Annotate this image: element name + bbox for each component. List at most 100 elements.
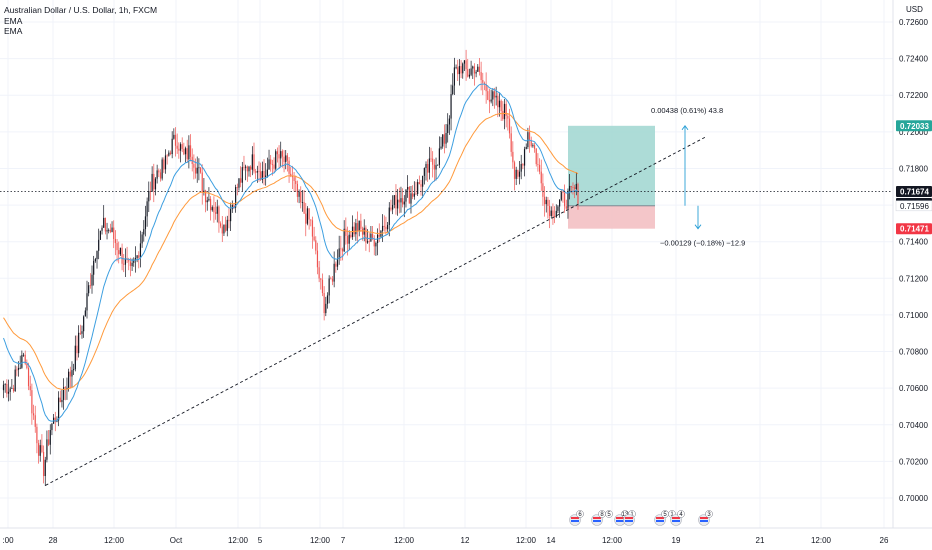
candle-body xyxy=(498,100,501,108)
candle-body xyxy=(475,71,477,74)
candle-body xyxy=(245,166,247,168)
price-tick-label: 0.71400 xyxy=(899,238,928,247)
candle-body xyxy=(341,249,344,252)
candle-body xyxy=(268,159,270,170)
candle-body xyxy=(223,224,225,234)
candle-body xyxy=(121,247,123,264)
candle-body xyxy=(139,243,142,258)
candle-body xyxy=(316,250,319,268)
candle-body xyxy=(280,151,282,159)
candle-body xyxy=(301,202,304,203)
candle-body xyxy=(505,103,507,116)
candle-body xyxy=(171,138,173,155)
candle-body xyxy=(343,228,345,252)
candle-body xyxy=(305,213,307,224)
candle-body xyxy=(109,229,111,232)
candle-body xyxy=(221,226,223,234)
event-flag-stripe xyxy=(625,517,633,519)
loss-zone[interactable] xyxy=(568,205,655,229)
candle-body xyxy=(88,285,90,294)
price-tick-label: 0.70200 xyxy=(899,457,928,466)
candle-body xyxy=(430,158,432,160)
candle-body xyxy=(375,242,377,247)
target-price-tag xyxy=(896,120,932,132)
time-axis[interactable]: :00 28 12:00 Oct 12:00 5 12:00 7 12:00 12 12:00 14 1… xyxy=(0,527,932,545)
candle-body xyxy=(472,66,474,69)
candle-body xyxy=(565,206,567,209)
candle-body xyxy=(395,195,397,209)
ema-indicator-2[interactable]: EMA xyxy=(4,26,23,36)
candle-body xyxy=(164,155,167,170)
candle-body xyxy=(108,229,110,231)
candle-body xyxy=(502,111,504,120)
candle-body xyxy=(527,132,529,148)
candle-body xyxy=(518,171,521,177)
candle-body xyxy=(276,151,278,155)
candle-body xyxy=(238,178,240,188)
candle-body xyxy=(68,371,70,388)
candle-body xyxy=(495,95,497,98)
profit-zone[interactable] xyxy=(568,125,655,206)
event-count-text: 4 xyxy=(679,512,683,518)
candle-body xyxy=(64,387,66,389)
candle-body xyxy=(387,224,389,230)
chart-grid xyxy=(0,0,893,528)
candle-body xyxy=(296,183,299,197)
event-flag-stripe xyxy=(625,520,633,522)
price-tick-label: 0.72400 xyxy=(899,55,928,64)
candle-body xyxy=(236,187,238,188)
candle-body xyxy=(26,363,28,369)
candle-body xyxy=(448,118,450,125)
ema-slow-line xyxy=(3,112,579,390)
time-tick-label: 12:00 xyxy=(516,536,537,545)
candle-body xyxy=(119,247,121,255)
candle-body xyxy=(263,171,265,178)
candle-body xyxy=(412,193,414,197)
candle-body xyxy=(435,165,437,170)
candle-body xyxy=(220,223,222,227)
candle-body xyxy=(423,167,425,176)
time-tick-label: 28 xyxy=(49,536,58,545)
candle-body xyxy=(61,399,63,403)
position-zones xyxy=(568,125,655,229)
candle-body xyxy=(418,182,420,185)
candle-body xyxy=(66,387,68,389)
candle-body xyxy=(256,171,258,173)
candle-body xyxy=(281,151,283,157)
candle-body xyxy=(388,207,390,225)
candle-body xyxy=(460,66,462,74)
candle-body xyxy=(493,91,496,98)
candle-body xyxy=(326,295,329,304)
candle-body xyxy=(133,260,135,263)
candle-body xyxy=(36,426,38,444)
candle-body xyxy=(106,230,108,232)
candle-body xyxy=(225,224,227,231)
candle-body xyxy=(194,167,197,174)
price-axis[interactable]: USD 0.70000 0.70200 0.70400 0.70600 0.70800 0.… xyxy=(892,0,932,528)
candle-body xyxy=(19,367,21,369)
event-count-badge xyxy=(677,510,685,518)
candle-body xyxy=(7,391,10,394)
ema-indicator-1[interactable]: EMA xyxy=(4,15,23,26)
candle-body xyxy=(437,164,439,166)
candle-body xyxy=(523,149,526,166)
candle-body xyxy=(428,158,430,173)
candle-body xyxy=(216,206,218,214)
event-count-text: 8 xyxy=(600,512,604,518)
candle-body xyxy=(63,387,65,400)
stop-price-tag xyxy=(896,223,932,235)
candle-body xyxy=(390,207,392,210)
candle-body xyxy=(258,171,260,172)
trendline[interactable] xyxy=(45,136,706,486)
candle-body xyxy=(114,239,116,243)
candle-body xyxy=(41,445,43,452)
candle-body xyxy=(298,191,300,197)
candle-body xyxy=(300,191,302,203)
candle-body xyxy=(313,236,315,241)
candle-body xyxy=(440,146,442,149)
candle-body xyxy=(447,124,449,133)
price-tick-label: 0.70000 xyxy=(899,494,928,503)
candle-body xyxy=(477,66,479,72)
symbol-title[interactable]: Australian Dollar / U.S. Dollar, 1h, FXC… xyxy=(4,5,158,15)
